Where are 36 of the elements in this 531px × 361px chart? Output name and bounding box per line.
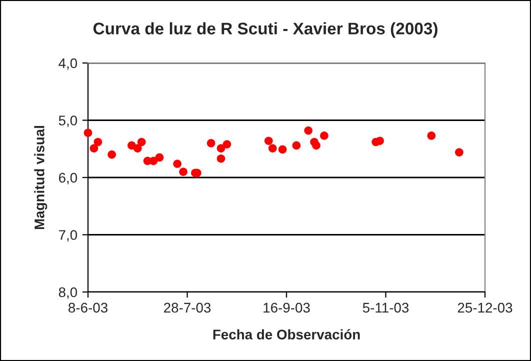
point <box>304 126 312 135</box>
y-tick-label: 8,0 <box>58 287 78 299</box>
point <box>179 168 188 176</box>
point <box>155 153 164 162</box>
point <box>173 160 182 168</box>
point <box>312 141 320 150</box>
point <box>84 128 92 138</box>
x-tick-label: 16-9-03 <box>264 302 310 313</box>
point <box>376 136 384 146</box>
point <box>455 148 464 156</box>
x-tick-label: 25-12-03 <box>458 302 512 313</box>
point <box>133 144 142 152</box>
point <box>320 132 328 140</box>
point <box>292 141 301 150</box>
x-axis-title: Fecha de Observación <box>213 329 360 340</box>
x-tick-label: 28-7-03 <box>164 302 211 313</box>
y-tick-label: 4,0 <box>58 58 78 70</box>
point <box>90 144 98 152</box>
point <box>108 150 116 159</box>
y-axis-title: Magnitud visual <box>34 126 48 230</box>
point <box>206 138 216 148</box>
point <box>137 138 146 146</box>
y-tick-label: 5,0 <box>58 116 78 128</box>
x-tick-label: 5-11-03 <box>362 302 409 313</box>
point <box>216 154 226 163</box>
point <box>222 140 232 148</box>
chart-title: Curva de luz de R Scuti - Xavier Bros (2003) <box>93 22 438 38</box>
point <box>427 132 436 140</box>
y-tick-label: 6,0 <box>58 172 78 184</box>
point <box>268 144 277 152</box>
x-tick-label: 8-6-03 <box>68 302 108 313</box>
point <box>264 136 273 146</box>
point <box>278 145 287 154</box>
y-tick-label: 7,0 <box>58 230 78 242</box>
point <box>94 138 102 146</box>
point <box>216 144 226 152</box>
